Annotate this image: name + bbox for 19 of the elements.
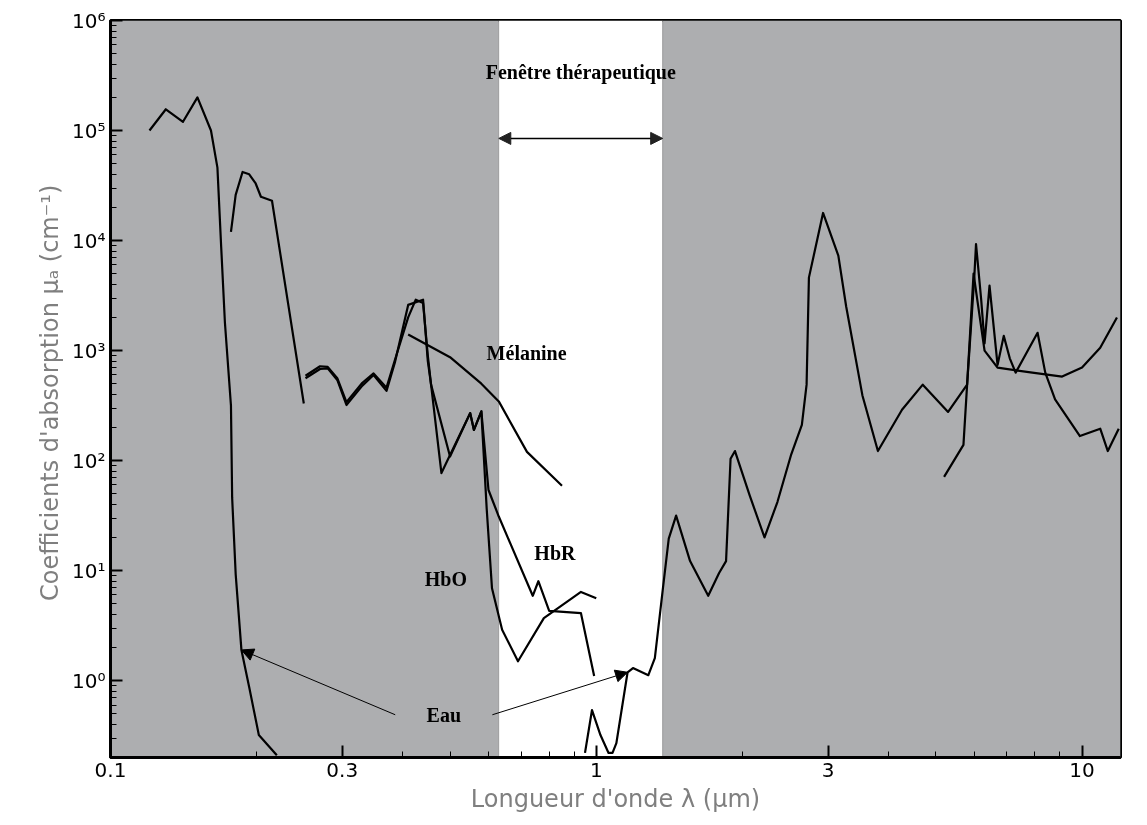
x-tick-label: 0.1 <box>94 757 127 782</box>
y-tick-label: 10⁴ <box>72 228 106 253</box>
y-tick-label: 10² <box>72 448 106 473</box>
y-tick-label: 10⁵ <box>72 118 106 143</box>
x-axis-title: Longueur d'onde λ (μm) <box>470 784 761 813</box>
band-label: Fenêtre thérapeutique <box>485 61 676 85</box>
annotation: Eau <box>426 703 462 726</box>
x-tick-label: 3 <box>821 757 835 782</box>
x-tick-label: 1 <box>589 757 603 782</box>
x-tick-label: 0.3 <box>326 757 359 782</box>
annotation: HbO <box>424 568 467 591</box>
y-tick-label: 10³ <box>72 338 106 363</box>
y-tick-label: 10¹ <box>72 558 106 583</box>
y-axis-title: Coefficients d'absorption μₐ (cm⁻¹) <box>36 184 65 601</box>
annotation: HbR <box>534 541 577 564</box>
y-tick-label: 10⁶ <box>72 8 106 33</box>
annotation: Mélanine <box>486 341 567 364</box>
y-tick-label: 10⁰ <box>72 668 106 693</box>
x-tick-label: 10 <box>1069 757 1095 782</box>
